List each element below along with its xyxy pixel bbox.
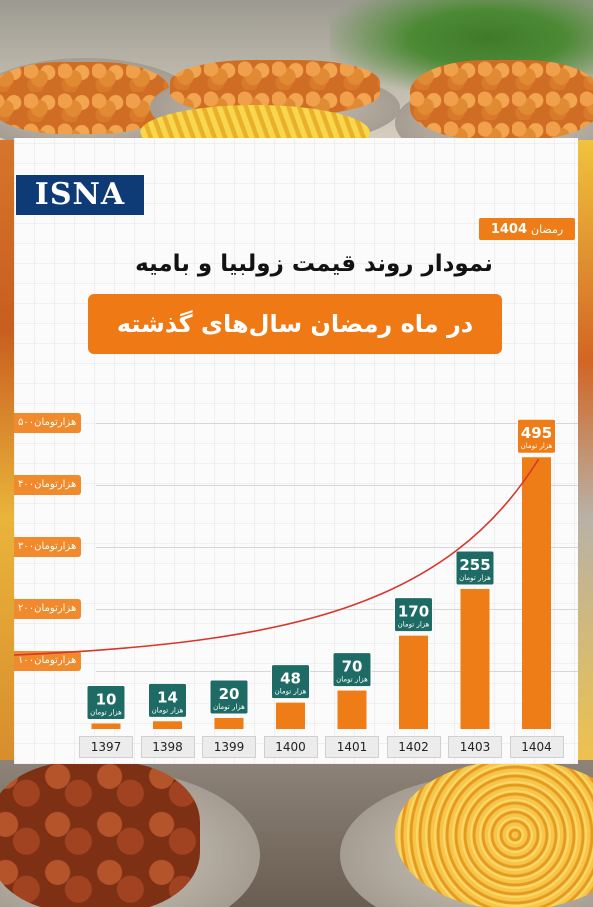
bar-1397 <box>91 723 121 729</box>
x-tick-label-1398: 1398 <box>140 736 195 758</box>
y-tick-label-100: ۱۰۰هزارتومان <box>14 651 82 671</box>
bar-1401 <box>337 690 367 729</box>
value-text-1399: 20 <box>219 685 240 703</box>
y-tick-label-400: ۴۰۰هزارتومان <box>14 475 82 495</box>
value-unit-1399: هزار تومان <box>213 703 245 711</box>
background-strip-left <box>0 140 14 770</box>
bar-1403 <box>460 589 490 729</box>
background-strip-right <box>578 140 593 770</box>
value-text-1404: 495 <box>521 424 552 442</box>
chart-subtitle-banner: در ماه رمضان سال‌های گذشته <box>88 294 502 354</box>
trend-line <box>14 458 540 656</box>
chart-title: نمودار روند قیمت زولبیا و بامیه <box>135 251 493 277</box>
value-text-1402: 170 <box>398 603 429 621</box>
grid-line-500 <box>96 423 578 424</box>
x-tick-label-1400: 1400 <box>263 736 318 758</box>
value-unit-1403: هزار تومان <box>459 574 491 582</box>
x-tick-label-1404: 1404 <box>509 736 564 758</box>
y-tick-label-300: ۳۰۰هزارتومان <box>14 537 82 557</box>
bar-1404 <box>522 457 551 729</box>
tag-year: 1404 <box>490 221 527 237</box>
y-tick-label-500: ۵۰۰هزارتومان <box>14 413 82 433</box>
zoolbia-pile-bottom <box>395 760 593 907</box>
grid-line-400 <box>96 485 578 486</box>
x-tick-label-1403: 1403 <box>448 736 502 758</box>
bamieh-pile-bottom <box>0 762 200 907</box>
y-tick-label-200: ۲۰۰هزارتومان <box>14 599 82 619</box>
x-tick-label-1397: 1397 <box>79 736 133 758</box>
value-text-1398: 14 <box>157 688 178 706</box>
value-unit-1398: هزار تومان <box>152 706 184 714</box>
value-unit-1397: هزار تومان <box>90 709 122 717</box>
value-unit-1402: هزار تومان <box>398 621 430 629</box>
bar-1399 <box>214 718 244 729</box>
grid-line-200 <box>96 609 578 610</box>
bamieh-pile-right <box>410 60 593 140</box>
x-tick-label-1402: 1402 <box>386 736 441 758</box>
bar-1402 <box>399 635 428 729</box>
x-tick-label-1399: 1399 <box>202 736 256 758</box>
grid-line-300 <box>96 547 578 548</box>
bar-1400 <box>276 702 305 729</box>
bar-1398 <box>153 721 182 729</box>
bamieh-pile-left <box>0 62 170 134</box>
value-unit-1404: هزار تومان <box>521 442 553 450</box>
value-text-1397: 10 <box>96 691 117 709</box>
ramadan-year-tag: 1404 رمضان <box>479 218 575 240</box>
value-text-1403: 255 <box>459 556 490 574</box>
infographic-card: ISNA 1404 رمضان نمودار روند قیمت زولبیا … <box>14 138 578 764</box>
value-text-1401: 70 <box>342 658 363 676</box>
value-unit-1401: هزار تومان <box>336 676 368 684</box>
value-unit-1400: هزار تومان <box>275 688 307 696</box>
value-text-1400: 48 <box>280 670 301 688</box>
tag-label: رمضان <box>531 222 564 236</box>
x-tick-label-1401: 1401 <box>325 736 379 758</box>
isna-logo: ISNA <box>16 175 144 215</box>
